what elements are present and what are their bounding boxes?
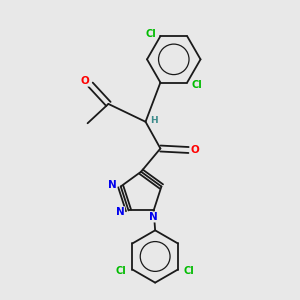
Text: Cl: Cl	[191, 80, 202, 90]
Text: O: O	[190, 145, 199, 155]
Text: Cl: Cl	[116, 266, 127, 276]
Text: Cl: Cl	[146, 29, 156, 39]
Text: N: N	[149, 212, 158, 222]
Text: O: O	[81, 76, 90, 86]
Text: Cl: Cl	[184, 266, 194, 276]
Text: N: N	[108, 180, 117, 190]
Text: N: N	[116, 207, 124, 217]
Text: H: H	[150, 116, 158, 125]
